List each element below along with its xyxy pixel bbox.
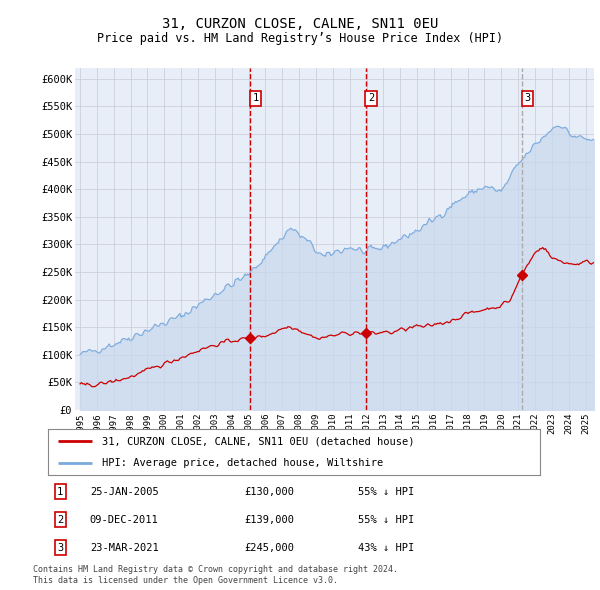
Text: 2: 2: [368, 93, 374, 103]
Text: 09-DEC-2011: 09-DEC-2011: [90, 515, 158, 525]
Text: £245,000: £245,000: [245, 543, 295, 553]
Text: 25-JAN-2005: 25-JAN-2005: [90, 487, 158, 497]
Text: 43% ↓ HPI: 43% ↓ HPI: [358, 543, 414, 553]
Text: 23-MAR-2021: 23-MAR-2021: [90, 543, 158, 553]
Text: Contains HM Land Registry data © Crown copyright and database right 2024.: Contains HM Land Registry data © Crown c…: [33, 565, 398, 574]
Text: 31, CURZON CLOSE, CALNE, SN11 0EU (detached house): 31, CURZON CLOSE, CALNE, SN11 0EU (detac…: [102, 437, 415, 447]
Text: £130,000: £130,000: [245, 487, 295, 497]
Text: This data is licensed under the Open Government Licence v3.0.: This data is licensed under the Open Gov…: [33, 576, 338, 585]
Text: 3: 3: [57, 543, 64, 553]
Text: 55% ↓ HPI: 55% ↓ HPI: [358, 487, 414, 497]
Text: 55% ↓ HPI: 55% ↓ HPI: [358, 515, 414, 525]
Text: 2: 2: [57, 515, 64, 525]
Text: £139,000: £139,000: [245, 515, 295, 525]
Text: 31, CURZON CLOSE, CALNE, SN11 0EU: 31, CURZON CLOSE, CALNE, SN11 0EU: [162, 17, 438, 31]
Text: 1: 1: [252, 93, 259, 103]
Text: Price paid vs. HM Land Registry’s House Price Index (HPI): Price paid vs. HM Land Registry’s House …: [97, 32, 503, 45]
Text: 1: 1: [57, 487, 64, 497]
Text: HPI: Average price, detached house, Wiltshire: HPI: Average price, detached house, Wilt…: [102, 457, 383, 467]
Text: 3: 3: [524, 93, 531, 103]
